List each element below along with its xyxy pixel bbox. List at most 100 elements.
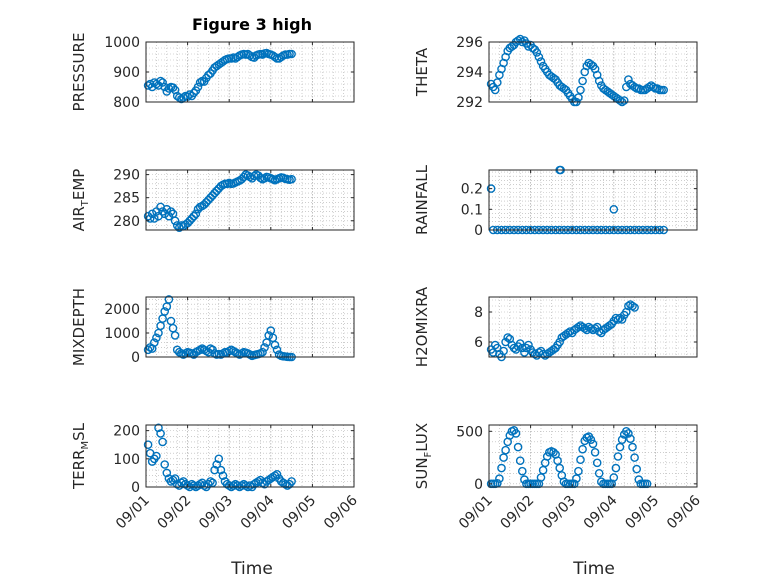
data-point xyxy=(574,93,583,102)
data-point xyxy=(224,481,234,490)
data-point xyxy=(189,88,199,98)
data-point xyxy=(515,339,525,348)
subplot-h2omixra: 6 8 H2OMIXRA xyxy=(413,286,698,367)
x-tick-label: 09/01 xyxy=(113,493,153,533)
y-tick-label: 294 xyxy=(456,65,483,81)
y-tick-label: 292 xyxy=(456,95,483,111)
x-tick-label: 09/03 xyxy=(539,493,579,533)
data-point xyxy=(166,207,176,216)
data-point xyxy=(619,96,629,105)
data-point xyxy=(611,463,621,473)
data-point xyxy=(490,85,500,95)
y-tick-label: 0 xyxy=(131,350,140,366)
series-markers xyxy=(143,170,296,232)
data-point xyxy=(495,474,504,483)
x-tick-label: 09/02 xyxy=(498,493,538,533)
data-point xyxy=(574,466,583,476)
subplot-rainfall: 0 0.1 0.2 RAINFALL xyxy=(413,164,698,239)
data-point xyxy=(212,460,221,469)
data-point xyxy=(201,197,211,207)
data-point xyxy=(513,36,523,45)
data-point xyxy=(164,295,174,304)
data-point xyxy=(158,78,167,87)
data-point xyxy=(208,478,217,488)
data-point xyxy=(158,207,167,216)
data-point xyxy=(158,437,167,447)
y-tick-label: 1000 xyxy=(104,326,140,342)
data-point xyxy=(501,445,510,455)
data-point xyxy=(149,338,159,347)
axes-box xyxy=(488,169,698,231)
data-point xyxy=(195,78,205,87)
x-tick-label: 09/06 xyxy=(321,492,361,532)
grid xyxy=(488,170,698,231)
data-point xyxy=(576,85,585,95)
x-tick-label: 09/04 xyxy=(238,492,278,532)
data-point xyxy=(245,51,255,60)
data-point xyxy=(189,211,199,221)
y-tick-label: 8 xyxy=(474,305,483,321)
data-point xyxy=(183,218,192,228)
data-point xyxy=(272,469,282,479)
data-point xyxy=(256,173,265,183)
subplot-airemp: 280 285 290 AIRTEMP xyxy=(70,168,355,232)
data-point xyxy=(204,195,213,205)
data-point xyxy=(576,455,585,465)
data-point xyxy=(156,429,165,438)
y-tick-label: 900 xyxy=(113,65,140,81)
series-markers xyxy=(143,48,296,104)
data-point xyxy=(206,477,215,486)
data-point xyxy=(497,463,506,473)
y-tick-label: 0 xyxy=(131,480,140,496)
data-point xyxy=(588,439,598,449)
data-point xyxy=(509,343,519,353)
data-point xyxy=(193,82,203,92)
data-point xyxy=(260,343,269,352)
data-point xyxy=(287,174,296,184)
data-point xyxy=(615,442,625,452)
data-point xyxy=(653,84,662,93)
data-point xyxy=(258,347,267,357)
data-point xyxy=(578,76,587,86)
data-point xyxy=(613,452,623,461)
data-point xyxy=(586,435,596,445)
x-tick-label: 09/05 xyxy=(622,493,662,533)
data-point xyxy=(499,346,508,356)
data-point xyxy=(210,465,219,475)
data-point xyxy=(145,214,155,223)
data-point xyxy=(644,82,654,92)
y-tick-label: 2000 xyxy=(104,302,140,318)
data-point xyxy=(156,76,165,86)
data-point xyxy=(160,307,169,316)
data-point xyxy=(152,333,161,343)
y-tick-label: 0 xyxy=(474,223,483,239)
y-tick-label: 0.1 xyxy=(461,202,483,218)
x-tick-label: 09/02 xyxy=(155,493,195,533)
x-axis-label-right: Time xyxy=(572,559,615,579)
subplot-theta: 292 294 296 THETA xyxy=(413,34,698,111)
y-axis-label: PRESSURE xyxy=(70,33,88,112)
data-point xyxy=(628,442,637,452)
data-point xyxy=(162,468,172,478)
data-point xyxy=(578,444,587,454)
data-point xyxy=(492,78,502,87)
data-point xyxy=(287,477,296,486)
data-point xyxy=(532,48,542,57)
data-point xyxy=(630,453,639,462)
subplot-sunlux: 0 500 09/01 09/02 09/03 09/04 09/05 09/06 SUNFLU… xyxy=(413,423,704,533)
y-tick-label: 6 xyxy=(474,335,483,351)
data-point xyxy=(486,184,496,193)
data-point xyxy=(542,452,552,461)
data-point xyxy=(555,337,565,347)
y-tick-label: 296 xyxy=(456,35,483,51)
data-point xyxy=(160,82,169,92)
data-point xyxy=(659,85,669,95)
data-point xyxy=(553,456,562,466)
data-point xyxy=(160,460,169,469)
data-point xyxy=(524,340,533,350)
data-point xyxy=(628,301,637,311)
data-point xyxy=(613,315,623,324)
subplot-terrsl: 0 100 200 09/01 09/02 09/03 09/04 09/05 09/06 TER… xyxy=(70,422,361,532)
